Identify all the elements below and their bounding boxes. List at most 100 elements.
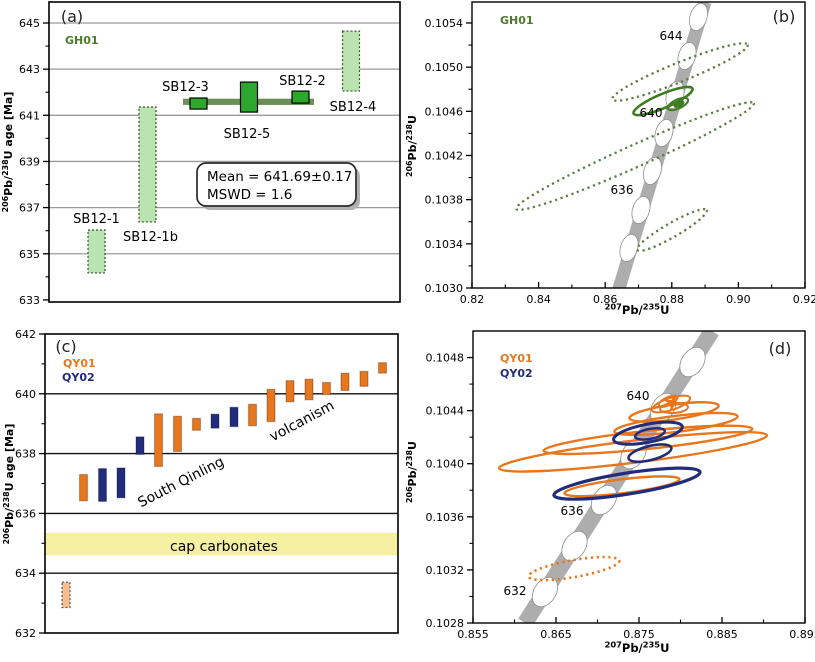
svg-text:SB12-2: SB12-2 <box>279 74 326 89</box>
svg-text:0.855: 0.855 <box>457 628 489 641</box>
svg-text:(a): (a) <box>61 7 83 26</box>
age-bar <box>97 467 108 503</box>
error-ellipse <box>627 443 673 464</box>
concordia-age-marker <box>590 484 618 516</box>
error-ellipse <box>666 96 690 112</box>
svg-text:0.1050: 0.1050 <box>425 61 464 74</box>
error-ellipse <box>673 100 685 108</box>
panel-b: 644 640 636 0.82 0.84 0.86 0.88 0.90 0.92 207Pb/2… <box>405 1 815 317</box>
age-bar <box>191 417 202 431</box>
svg-text:0.885: 0.885 <box>706 628 738 641</box>
age-bar <box>321 381 332 396</box>
svg-text:0.1028: 0.1028 <box>426 617 465 630</box>
error-ellipse <box>515 101 755 212</box>
age-bar <box>340 372 350 392</box>
svg-text:0.90: 0.90 <box>726 293 751 306</box>
age-bar <box>61 581 71 609</box>
svg-text:0.82: 0.82 <box>460 293 485 306</box>
svg-text:0.86: 0.86 <box>593 293 618 306</box>
svg-text:0.875: 0.875 <box>623 628 655 641</box>
svg-text:642: 642 <box>15 328 36 341</box>
svg-text:0.92: 0.92 <box>793 293 815 306</box>
svg-text:GH01: GH01 <box>500 14 534 27</box>
svg-text:0.1030: 0.1030 <box>425 282 464 295</box>
svg-text:QY01: QY01 <box>63 357 96 370</box>
svg-text:0.88: 0.88 <box>660 293 685 306</box>
age-bar <box>359 370 369 387</box>
svg-text:640: 640 <box>640 106 663 120</box>
svg-text:QY01: QY01 <box>500 352 533 365</box>
svg-text:640: 640 <box>627 389 650 403</box>
age-bar <box>172 415 183 453</box>
svg-text:0.1038: 0.1038 <box>425 194 464 207</box>
weighted-mean-star-marker <box>663 393 683 413</box>
panel-d: 640 636 632 0.855 0.865 0.875 0.885 0.895 207Pb/… <box>405 330 815 655</box>
svg-text:640: 640 <box>15 388 36 401</box>
error-ellipse <box>563 475 681 498</box>
svg-text:637: 637 <box>19 202 40 215</box>
svg-text:0.84: 0.84 <box>526 293 551 306</box>
age-bar <box>341 30 361 92</box>
error-ellipse <box>611 42 749 102</box>
cap-carbonates-band <box>45 532 398 556</box>
concordia-age-marker <box>677 41 697 71</box>
svg-text:volcanism: volcanism <box>267 398 337 445</box>
svg-text:207Pb/235U: 207Pb/235U <box>605 302 670 317</box>
svg-text:641: 641 <box>19 109 40 122</box>
concordia-age-marker <box>688 2 709 32</box>
svg-text:0.895: 0.895 <box>789 628 815 641</box>
svg-text:cap carbonates: cap carbonates <box>170 539 278 555</box>
age-bar <box>135 436 145 456</box>
svg-text:GH01: GH01 <box>65 34 99 47</box>
svg-text:207Pb/235U: 207Pb/235U <box>605 640 670 655</box>
svg-text:206Pb/238U age [Ma]: 206Pb/238U age [Ma] <box>1 92 15 213</box>
age-bar <box>266 388 276 423</box>
svg-text:0.1032: 0.1032 <box>426 564 465 577</box>
svg-text:206Pb/238U age [Ma]: 206Pb/238U age [Ma] <box>2 424 16 545</box>
age-bar <box>78 473 89 502</box>
svg-text:635: 635 <box>19 248 40 261</box>
concordia-age-marker <box>679 346 706 378</box>
panel-c: cap carbonates South Qinling volcanism QY01… <box>2 328 399 640</box>
svg-text:(d): (d) <box>769 339 792 358</box>
svg-text:South Qinling: South Qinling <box>135 454 226 511</box>
svg-text:(b): (b) <box>773 7 796 26</box>
age-bar <box>377 362 388 374</box>
svg-text:0.1040: 0.1040 <box>426 458 465 471</box>
svg-text:638: 638 <box>15 448 36 461</box>
age-bar <box>138 106 157 223</box>
concordia-age-marker <box>531 576 559 608</box>
svg-text:0.1034: 0.1034 <box>425 238 464 251</box>
svg-text:636: 636 <box>15 507 36 520</box>
age-bar <box>189 97 208 110</box>
age-bar <box>304 378 314 401</box>
age-bar <box>210 413 220 429</box>
error-ellipse <box>542 424 754 456</box>
svg-text:0.1036: 0.1036 <box>426 511 465 524</box>
svg-text:206Pb/238U: 206Pb/238U <box>405 115 419 177</box>
svg-text:632: 632 <box>15 627 36 640</box>
svg-text:639: 639 <box>19 155 40 168</box>
svg-text:636: 636 <box>561 504 584 518</box>
mean-annotation-box <box>196 162 357 207</box>
svg-text:206Pb/238U: 206Pb/238U <box>405 441 419 503</box>
concordia-age-marker <box>561 530 588 562</box>
svg-text:0.1042: 0.1042 <box>425 149 464 162</box>
age-bar <box>229 406 239 428</box>
age-bar <box>239 81 259 113</box>
error-ellipse <box>552 466 702 501</box>
svg-text:SB12-3: SB12-3 <box>162 80 209 95</box>
svg-text:0.1048: 0.1048 <box>426 352 465 365</box>
age-bar <box>291 90 310 104</box>
error-ellipse <box>634 426 666 441</box>
svg-text:633: 633 <box>19 294 40 307</box>
error-ellipse <box>632 85 694 117</box>
age-bar <box>247 403 258 427</box>
error-ellipse <box>612 420 684 446</box>
svg-text:632: 632 <box>504 584 527 598</box>
svg-text:645: 645 <box>19 17 40 30</box>
svg-text:0.1044: 0.1044 <box>426 405 465 418</box>
svg-text:636: 636 <box>611 183 634 197</box>
